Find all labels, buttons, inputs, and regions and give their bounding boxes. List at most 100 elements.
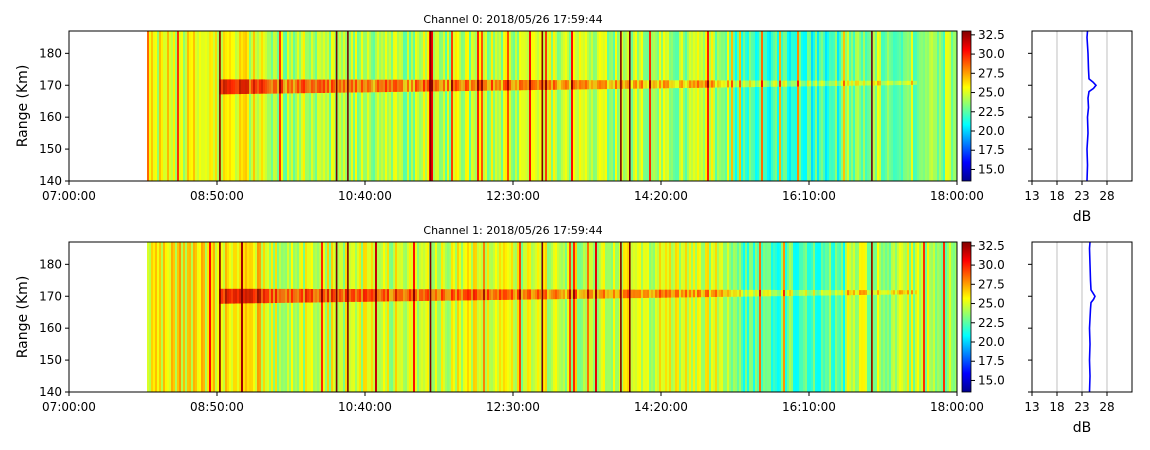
echo-layer-segment bbox=[225, 79, 228, 95]
heatmap-column bbox=[849, 31, 852, 181]
heatmap-column bbox=[793, 242, 796, 392]
echo-layer-segment bbox=[301, 79, 304, 94]
heatmap-column bbox=[181, 31, 184, 181]
echo-layer-segment bbox=[487, 289, 490, 301]
heatmap-column bbox=[613, 242, 616, 392]
heatmap-column bbox=[501, 31, 504, 181]
echo-layer-segment bbox=[623, 289, 626, 299]
echo-layer-segment bbox=[913, 290, 916, 295]
heatmap-column bbox=[653, 31, 656, 181]
echo-layer-segment bbox=[417, 289, 420, 302]
echo-layer-segment bbox=[739, 80, 742, 88]
heatmap-column bbox=[555, 31, 558, 181]
echo-layer-segment bbox=[379, 289, 382, 302]
echo-layer-segment bbox=[641, 289, 644, 298]
heatmap-column bbox=[877, 242, 880, 392]
heatmap-column bbox=[597, 31, 600, 181]
heatmap-column bbox=[835, 31, 838, 181]
heatmap-column bbox=[481, 31, 484, 181]
heatmap-column bbox=[259, 242, 262, 392]
echo-layer-segment bbox=[751, 289, 754, 297]
echo-layer-segment bbox=[411, 289, 414, 302]
y-tick-label: 140 bbox=[39, 174, 62, 188]
echo-layer-segment bbox=[565, 289, 568, 299]
heatmap-column bbox=[865, 242, 868, 392]
heatmap-column bbox=[553, 242, 556, 392]
colorbar-tick-label: 32.5 bbox=[978, 28, 1005, 42]
echo-layer-segment bbox=[243, 288, 246, 304]
heatmap-column bbox=[247, 242, 250, 392]
heatmap-column bbox=[227, 242, 230, 392]
heatmap-column bbox=[291, 242, 294, 392]
heatmap-column bbox=[557, 31, 560, 181]
heatmap-column bbox=[583, 242, 586, 392]
heatmap-column bbox=[713, 242, 716, 392]
echo-layer-segment bbox=[715, 289, 718, 297]
profile-frame bbox=[1031, 30, 1133, 182]
echo-layer-segment bbox=[821, 290, 824, 296]
heatmap-column bbox=[791, 242, 794, 392]
echo-layer-segment bbox=[779, 80, 782, 87]
heatmap-column bbox=[333, 242, 336, 392]
echo-layer-segment bbox=[315, 79, 318, 94]
echo-layer-segment bbox=[879, 290, 882, 295]
echo-layer-segment bbox=[501, 80, 504, 91]
echo-layer-segment bbox=[457, 289, 460, 301]
heatmap-column bbox=[625, 242, 628, 392]
heatmap-column bbox=[233, 242, 236, 392]
heatmap-column bbox=[909, 242, 912, 392]
echo-layer-segment bbox=[899, 290, 902, 295]
heatmap-column bbox=[651, 242, 654, 392]
echo-layer-segment bbox=[627, 80, 630, 89]
heatmap-column bbox=[819, 31, 822, 181]
heatmap-column bbox=[645, 31, 648, 181]
heatmap-column bbox=[493, 31, 496, 181]
heatmap-column bbox=[487, 31, 490, 181]
heatmap-column bbox=[733, 242, 736, 392]
echo-layer-segment bbox=[811, 80, 814, 87]
echo-layer-segment bbox=[441, 79, 444, 92]
heatmap-column bbox=[615, 31, 618, 181]
echo-layer-segment bbox=[563, 289, 566, 300]
heatmap-column bbox=[403, 31, 406, 181]
echo-layer-segment bbox=[909, 80, 912, 85]
echo-layer-segment bbox=[741, 289, 744, 297]
heatmap-column bbox=[747, 31, 750, 181]
echo-layer-segment bbox=[283, 79, 286, 94]
echo-layer-segment bbox=[353, 79, 356, 93]
heatmap-column bbox=[607, 242, 610, 392]
heatmap-column bbox=[717, 31, 720, 181]
heatmap-column bbox=[767, 31, 770, 181]
echo-layer-segment bbox=[533, 80, 536, 90]
heatmap-column bbox=[771, 242, 774, 392]
echo-layer-segment bbox=[473, 289, 476, 301]
heatmap-column bbox=[635, 31, 638, 181]
heatmap-column bbox=[863, 242, 866, 392]
heatmap-column bbox=[211, 242, 214, 392]
heatmap-column bbox=[391, 242, 394, 392]
heatmap-column bbox=[499, 31, 502, 181]
x-tick-label: 12:30:00 bbox=[486, 400, 540, 414]
heatmap-column bbox=[217, 31, 220, 181]
heatmap-column bbox=[301, 31, 304, 181]
echo-layer-segment bbox=[405, 79, 408, 92]
heatmap-column bbox=[373, 31, 376, 181]
heatmap-column bbox=[845, 242, 848, 392]
echo-layer-segment bbox=[735, 289, 738, 297]
echo-layer-segment bbox=[389, 289, 392, 302]
echo-layer-segment bbox=[579, 80, 582, 90]
heatmap-column bbox=[199, 31, 202, 181]
heatmap-column bbox=[311, 242, 314, 392]
heatmap-column bbox=[349, 242, 352, 392]
heatmap-column bbox=[283, 31, 286, 181]
echo-layer-segment bbox=[459, 289, 462, 301]
heatmap-column bbox=[671, 31, 674, 181]
echo-layer-segment bbox=[239, 79, 242, 95]
echo-layer-segment bbox=[587, 80, 590, 90]
heatmap-column bbox=[873, 242, 876, 392]
heatmap-column bbox=[183, 31, 186, 181]
heatmap-column bbox=[779, 242, 782, 392]
heatmap-column bbox=[813, 242, 816, 392]
heatmap-column bbox=[307, 242, 310, 392]
heatmap-column bbox=[285, 242, 288, 392]
